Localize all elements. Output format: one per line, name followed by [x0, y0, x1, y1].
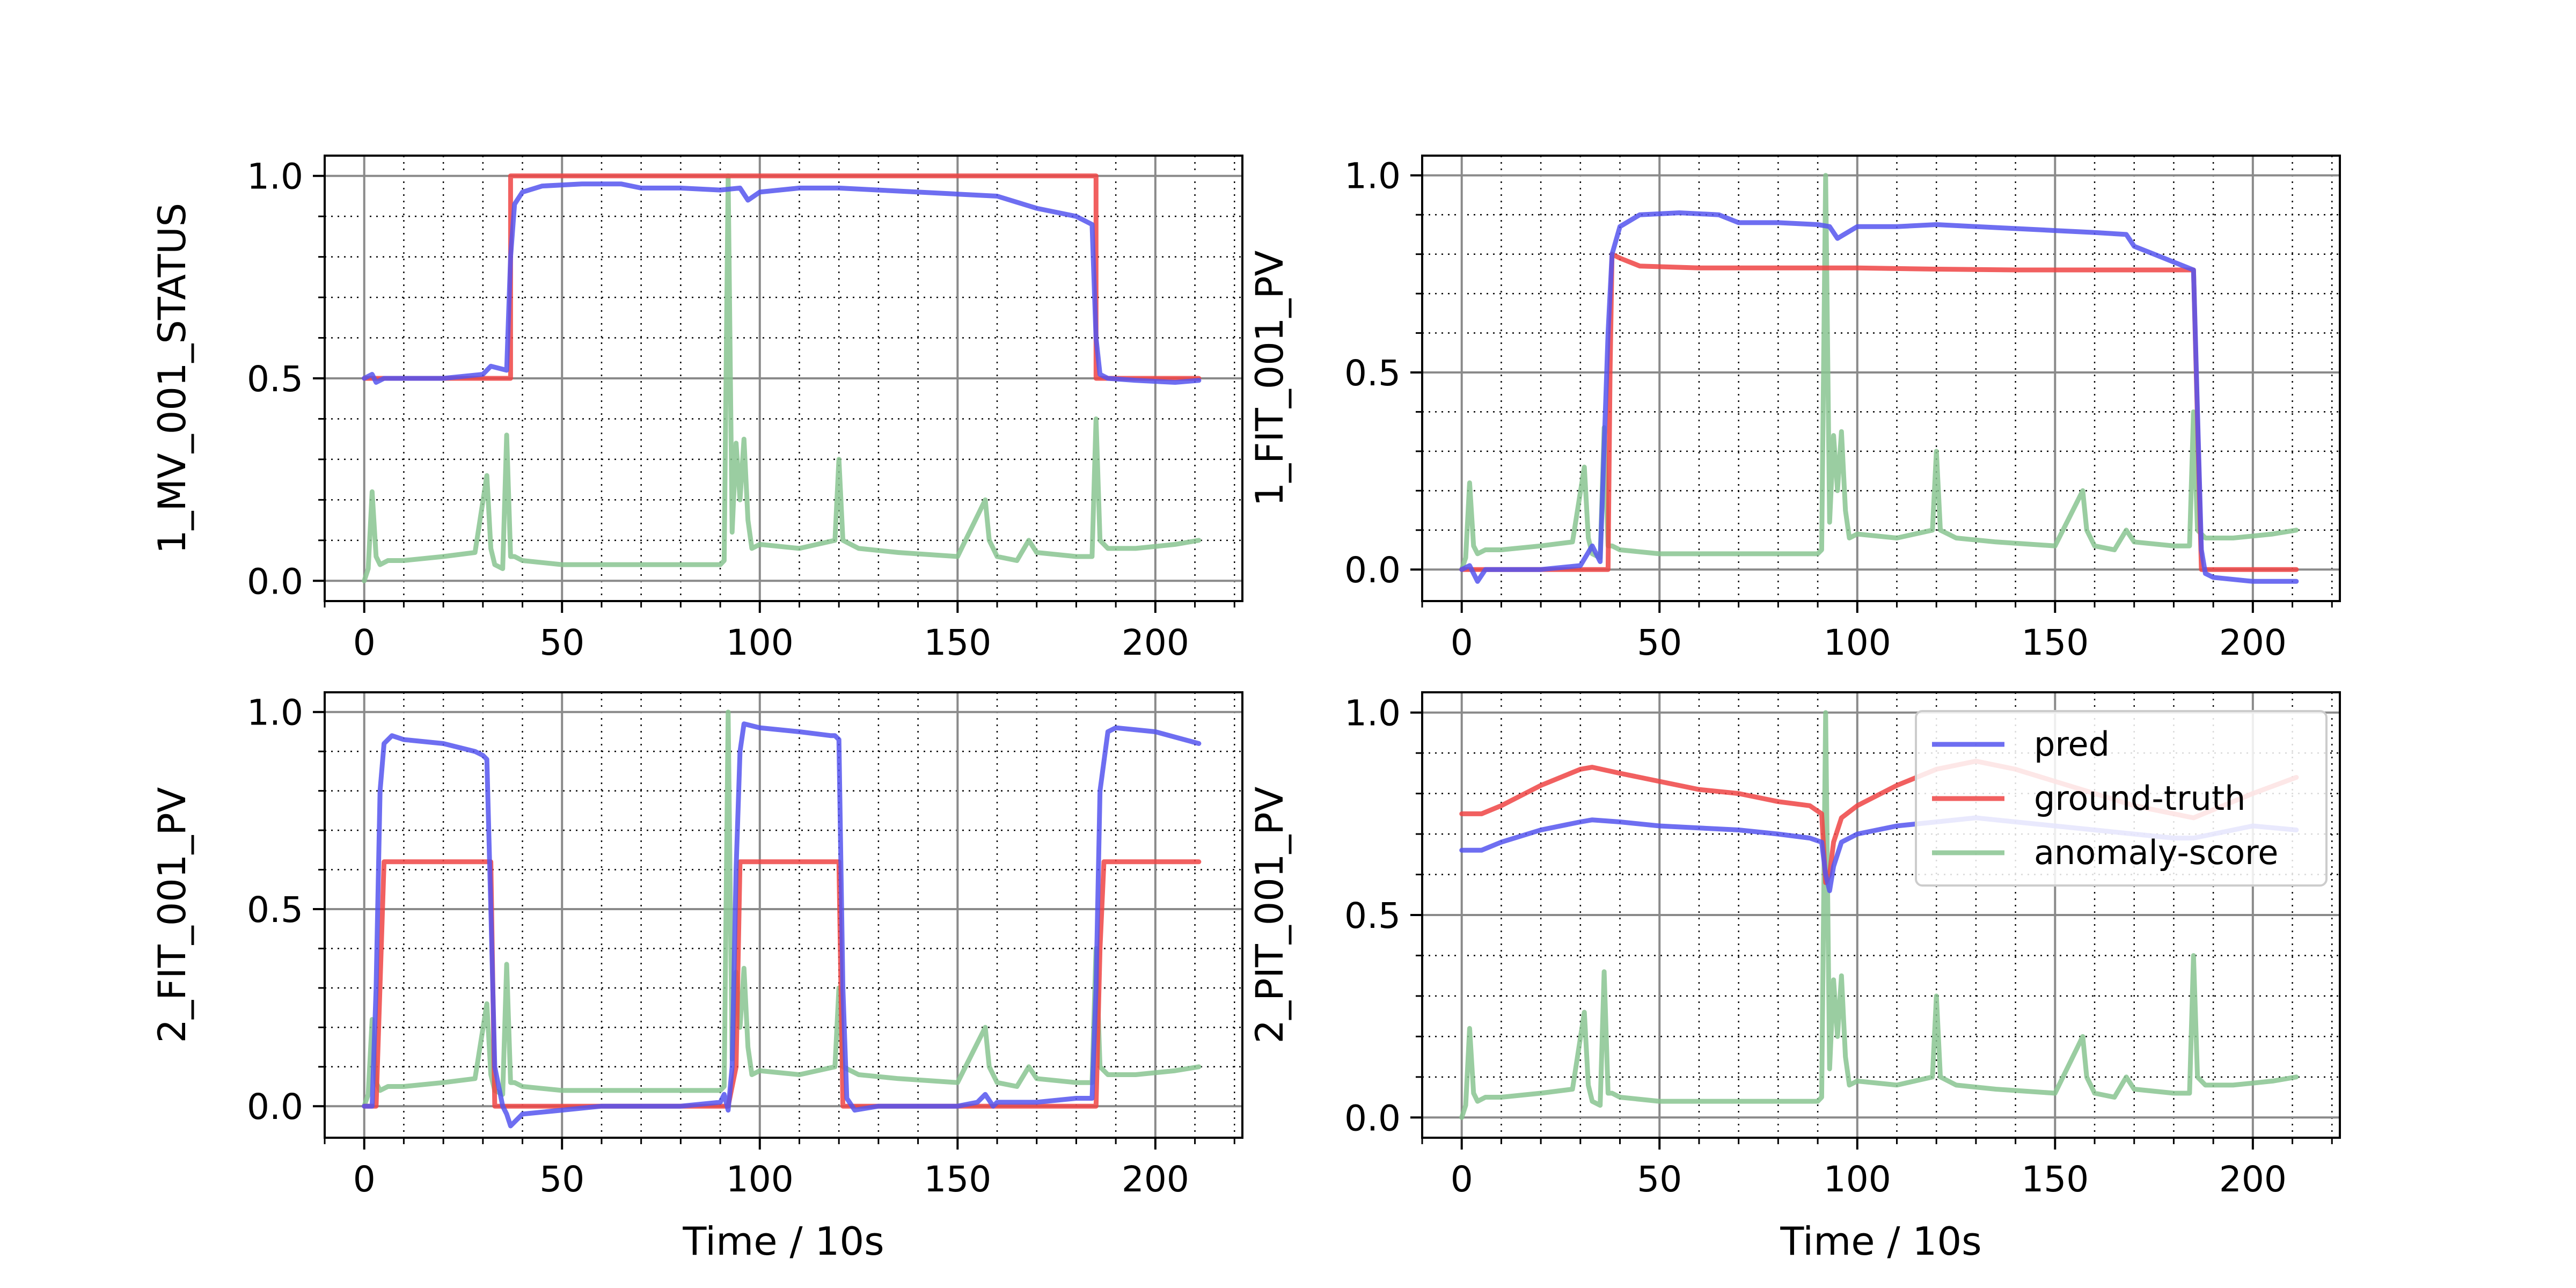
x-tick-label: 150: [2021, 622, 2089, 663]
x-tick-label: 100: [726, 1159, 794, 1200]
legend-label-anomaly-score: anomaly-score: [2034, 833, 2278, 872]
x-tick-label: 200: [1122, 1159, 1189, 1200]
x-tick-label: 50: [539, 1159, 584, 1200]
chart-panel-bottom-right: 0 50 100 150 200 0.0 0.5 1.0 2_PIT_001_PV Time / …: [1248, 691, 2341, 1264]
y-tick-label: 0.5: [1344, 353, 1401, 394]
x-tick-label: 0: [1451, 1159, 1473, 1200]
y-axis-label: 2_PIT_001_PV: [1248, 786, 1292, 1043]
y-axis-label: 1_FIT_001_PV: [1248, 250, 1292, 506]
major-grid: [1422, 692, 2340, 1138]
series-line-pred: [1459, 210, 2299, 584]
series-line-anomaly-score: [362, 173, 1202, 583]
series-line-ground-truth: [1459, 252, 2299, 572]
x-tick-label: 150: [924, 1159, 991, 1200]
minor-grid: [324, 156, 1242, 601]
axes-frame: [1421, 155, 2341, 602]
y-tick-label: 0.0: [247, 561, 303, 602]
series-line-pred: [362, 181, 1202, 385]
minor-grid: [1421, 156, 2340, 601]
legend-label-pred: pred: [2034, 724, 2110, 764]
minor-grid: [324, 692, 1242, 1138]
x-tick-label: 100: [726, 622, 794, 663]
x-tick-label: 50: [1637, 622, 1682, 663]
y-tick-label: 1.0: [1344, 156, 1401, 197]
y-axis-label: 1_MV_001_STATUS: [150, 203, 194, 554]
series-line-anomaly-score: [1459, 710, 2299, 1120]
series-group: [362, 709, 1202, 1129]
x-tick-label: 50: [1637, 1159, 1682, 1200]
y-tick-label: 0.5: [247, 358, 303, 400]
x-tick-label: 0: [353, 1159, 376, 1200]
x-axis-label: Time / 10s: [1780, 1219, 1981, 1264]
y-tick-label: 0.0: [1344, 550, 1401, 591]
y-tick-label: 0.5: [1344, 895, 1401, 936]
x-tick-label: 0: [353, 622, 376, 663]
y-axis-label: 2_FIT_001_PV: [150, 787, 194, 1043]
chart-panel-top-left: 0 50 100 150 200 0.0 0.5 1.0 1_MV_001_STATUS: [150, 155, 1243, 663]
x-tick-label: 150: [2021, 1159, 2089, 1200]
series-line-ground-truth: [362, 859, 1202, 1109]
axes-frame: [324, 691, 1243, 1139]
series-group: [1459, 173, 2299, 584]
x-tick-label: 100: [1824, 622, 1891, 663]
y-tick-label: 0.0: [247, 1086, 303, 1128]
x-tick-label: 200: [2219, 622, 2287, 663]
x-tick-label: 0: [1451, 622, 1473, 663]
major-grid: [1422, 156, 2340, 601]
legend-box: [1915, 710, 2328, 887]
y-tick-label: 1.0: [247, 156, 303, 197]
y-tick-label: 1.0: [247, 692, 303, 734]
x-tick-label: 200: [2219, 1159, 2287, 1200]
chart-panel-bottom-left: 0 50 100 150 200 0.0 0.5 1.0 2_FIT_001_PV Time / …: [150, 691, 1243, 1264]
x-tick-label: 150: [924, 622, 991, 663]
series-line-anomaly-score: [1459, 173, 2299, 572]
legend: pred ground-truth anomaly-score: [1915, 710, 2328, 887]
x-axis-label: Time / 10s: [682, 1219, 884, 1264]
series-line-pred: [362, 721, 1202, 1129]
chart-panel-top-right: 0 50 100 150 200 0.0 0.5 1.0 1_FIT_001_PV: [1248, 155, 2341, 663]
series-group: [362, 173, 1202, 583]
y-tick-label: 1.0: [1344, 693, 1401, 734]
x-tick-label: 50: [539, 622, 584, 663]
y-tick-label: 0.0: [1344, 1097, 1401, 1139]
y-tick-label: 0.5: [247, 889, 303, 931]
x-tick-label: 100: [1824, 1159, 1891, 1200]
x-tick-label: 200: [1122, 622, 1189, 663]
legend-label-ground-truth: ground-truth: [2034, 779, 2245, 818]
